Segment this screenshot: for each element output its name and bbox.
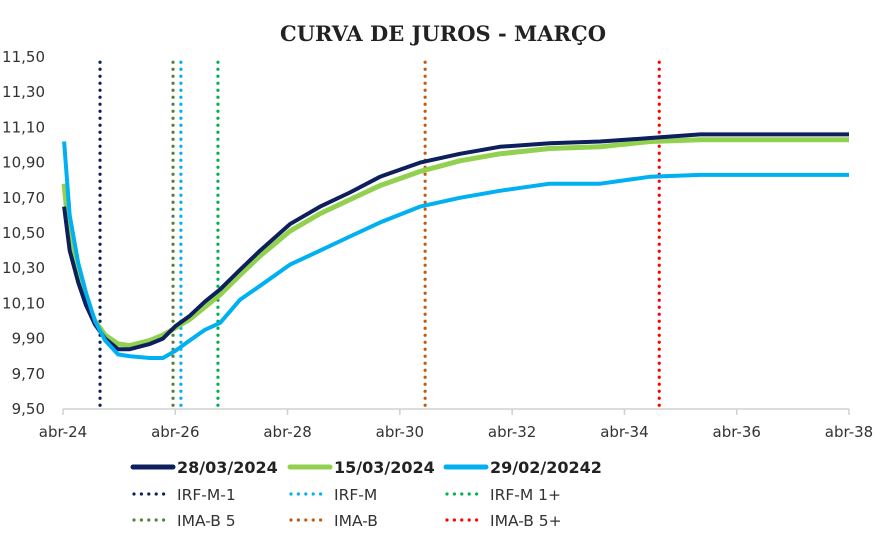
y-tick-label: 10,30: [2, 259, 45, 277]
y-tick-label: 11,30: [2, 83, 45, 101]
legend-label: IMA-B 5+: [490, 512, 562, 530]
legend-label: IRF-M 1+: [490, 486, 561, 504]
x-tick-label: abr-34: [600, 423, 648, 441]
legend-label: IMA-B: [334, 512, 378, 530]
legend-label: IRF-M-1: [177, 486, 236, 504]
legend-label: IRF-M: [334, 486, 377, 504]
y-tick-label: 10,10: [2, 294, 45, 312]
legend-label: 28/03/2024: [177, 458, 278, 477]
x-tick-label: abr-28: [263, 423, 311, 441]
y-tick-label: 10,50: [2, 224, 45, 242]
legend-label: 29/02/20242: [490, 458, 602, 477]
x-tick-label: abr-26: [151, 423, 199, 441]
y-tick-label: 10,70: [2, 189, 45, 207]
y-tick-label: 10,90: [2, 154, 45, 172]
y-tick-label: 9,90: [12, 330, 45, 348]
x-tick-label: abr-30: [376, 423, 424, 441]
x-tick-label: abr-38: [825, 423, 873, 441]
y-tick-label: 11,50: [2, 48, 45, 66]
legend-label: 15/03/2024: [334, 458, 435, 477]
y-tick-label: 9,50: [12, 400, 45, 418]
chart-title: CURVA DE JUROS - MARÇO: [280, 21, 606, 46]
y-tick-label: 11,10: [2, 118, 45, 136]
y-tick-label: 9,70: [12, 365, 45, 383]
legend-label: IMA-B 5: [177, 512, 236, 530]
x-tick-label: abr-32: [488, 423, 536, 441]
x-tick-label: abr-36: [713, 423, 761, 441]
x-tick-label: abr-24: [39, 423, 87, 441]
series-line-29-02-20242: [62, 141, 849, 360]
